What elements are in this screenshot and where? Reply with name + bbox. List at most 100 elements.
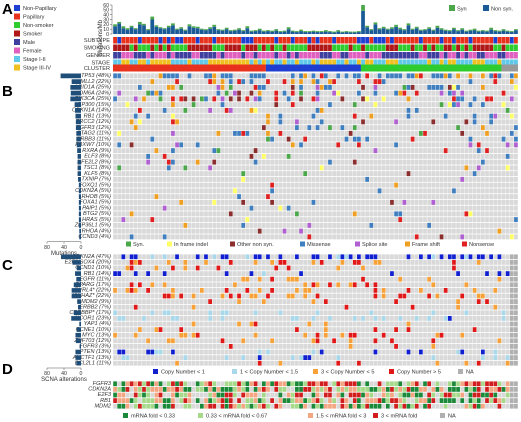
heatmap-cell	[497, 125, 502, 131]
heatmap-cell	[394, 288, 398, 293]
heatmap-cell	[332, 271, 336, 276]
heatmap-cell	[183, 79, 188, 85]
heatmap-cell	[191, 73, 196, 79]
gene-label: RXRA (9%)	[82, 148, 111, 154]
heatmap-cell	[216, 234, 221, 240]
heatmap-cell	[476, 176, 481, 182]
heatmap-cell	[212, 271, 217, 276]
heatmap-cell	[505, 119, 510, 125]
heatmap-cell	[299, 199, 303, 205]
heatmap-cell	[485, 182, 489, 188]
heatmap-cell	[460, 79, 465, 85]
heatmap-cell	[489, 310, 494, 316]
heatmap-cell	[142, 327, 146, 332]
heatmap-cell	[121, 282, 126, 288]
annotation-cell	[497, 59, 502, 66]
heatmap-cell	[253, 199, 258, 205]
heatmap-cell	[270, 136, 274, 142]
heatmap-cell	[154, 304, 159, 310]
bar-non-syn	[245, 28, 250, 34]
heatmap-cell	[489, 288, 494, 293]
heatmap-cell	[315, 293, 320, 299]
heatmap-cell	[323, 142, 328, 148]
heatmap-cell	[340, 119, 345, 125]
heatmap-cell	[468, 222, 473, 228]
heatmap-cell	[295, 217, 299, 223]
heatmap-cell	[410, 188, 415, 194]
bar-syn	[113, 24, 117, 27]
heatmap-cell	[481, 304, 485, 310]
heatmap-cell	[162, 332, 167, 338]
heatmap-cell	[224, 199, 229, 205]
heatmap-cell	[357, 282, 361, 288]
heatmap-cell	[357, 107, 361, 113]
heatmap-cell	[489, 90, 494, 96]
heatmap-cell	[204, 254, 208, 260]
heatmap-cell	[460, 310, 465, 316]
heatmap-cell	[406, 142, 411, 148]
heatmap-cell	[377, 96, 382, 102]
annotation-cell	[224, 52, 229, 59]
heatmap-cell	[162, 271, 167, 276]
heatmap-cell	[216, 79, 221, 85]
annotation-cell	[447, 37, 452, 44]
heatmap-cell	[373, 299, 378, 304]
heatmap-cell	[220, 102, 225, 108]
heatmap-cell	[402, 260, 407, 265]
heatmap-cell	[125, 107, 130, 113]
heatmap-cell	[443, 136, 448, 142]
heatmap-cell	[129, 79, 134, 85]
heatmap-cell	[261, 276, 266, 282]
heatmap-cell	[150, 102, 155, 108]
heatmap-cell	[419, 153, 423, 159]
heatmap-cell	[166, 142, 171, 148]
heatmap-cell	[497, 107, 502, 113]
annotation-cell	[431, 59, 436, 66]
heatmap-cell	[497, 119, 502, 125]
heatmap-cell	[183, 260, 188, 265]
heatmap-cell	[468, 316, 473, 321]
heatmap-cell	[472, 234, 477, 240]
heatmap-cell	[423, 194, 427, 200]
heatmap-cell	[133, 276, 138, 282]
heatmap-cell	[357, 153, 361, 159]
heatmap-cell	[183, 142, 188, 148]
heatmap-cell	[468, 288, 473, 293]
annotation-cell	[489, 52, 494, 59]
heatmap-cell	[505, 288, 510, 293]
heatmap-cell	[266, 188, 270, 194]
heatmap-cell	[150, 142, 155, 148]
heatmap-cell	[199, 222, 204, 228]
heatmap-cell	[278, 282, 283, 288]
heatmap-cell	[460, 254, 465, 260]
heatmap-cell	[381, 142, 386, 148]
heatmap-cell	[505, 148, 510, 154]
heatmap-cell	[183, 271, 188, 276]
heatmap-cell	[485, 282, 489, 288]
annotation-cell	[493, 37, 498, 44]
heatmap-cell	[501, 90, 506, 96]
heatmap-cell	[377, 327, 382, 332]
heatmap-cell	[435, 310, 440, 316]
heatmap-cell	[439, 107, 444, 113]
heatmap-cell	[344, 299, 349, 304]
heatmap-cell	[311, 90, 316, 96]
frequency-tick-label: 0	[80, 245, 83, 251]
heatmap-cell	[220, 254, 225, 260]
heatmap-cell	[249, 316, 254, 321]
heatmap-cell	[204, 153, 208, 159]
heatmap-cell	[394, 79, 398, 85]
annotation-cell	[257, 44, 262, 51]
heatmap-cell	[489, 234, 494, 240]
heatmap-cell	[220, 90, 225, 96]
annotation-cell	[472, 37, 477, 44]
heatmap-cell	[468, 282, 473, 288]
heatmap-cell	[357, 228, 361, 234]
heatmap-cell	[460, 282, 465, 288]
frequency-bar	[75, 113, 81, 119]
heatmap-cell	[456, 142, 460, 148]
heatmap-cell	[286, 165, 291, 171]
heatmap-cell	[220, 125, 225, 131]
heatmap-cell	[435, 282, 440, 288]
heatmap-cell	[257, 153, 262, 159]
